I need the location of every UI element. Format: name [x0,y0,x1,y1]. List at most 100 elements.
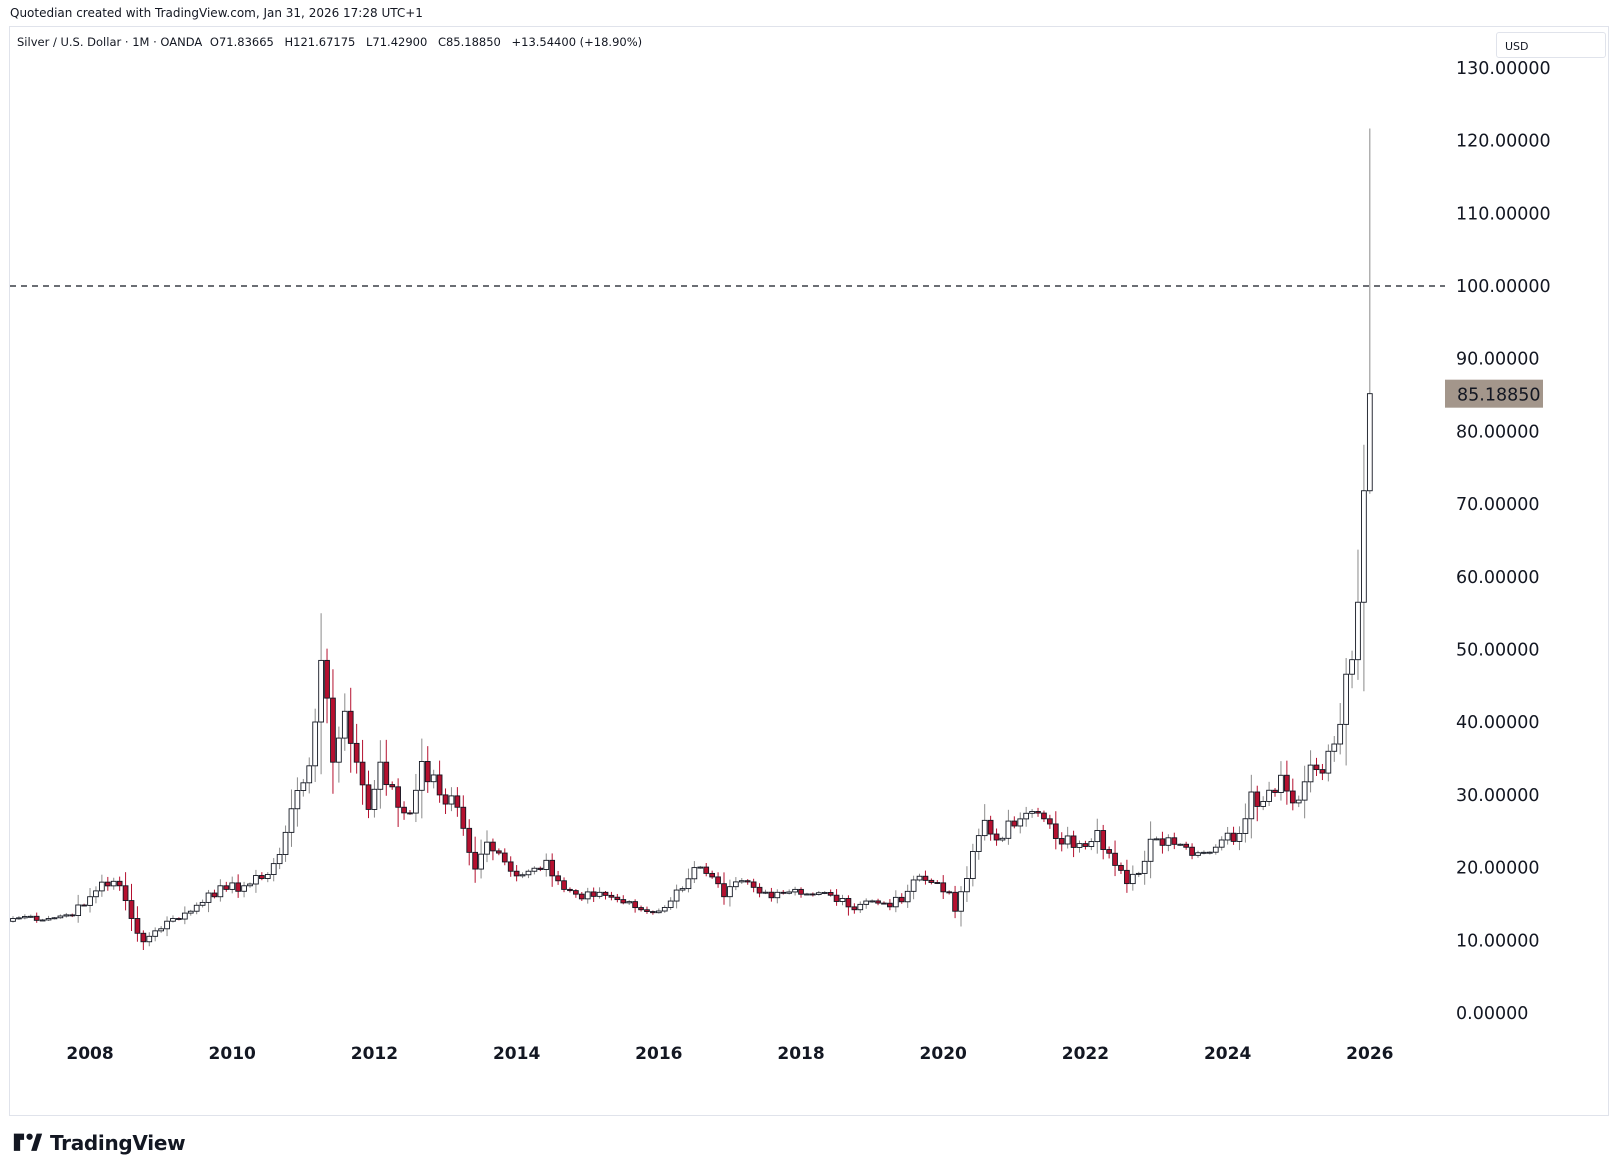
candle-body [910,879,917,892]
candle-body [1118,864,1124,871]
x-tick-label: 2010 [209,1044,256,1064]
candle-body [134,918,141,934]
candle-body [264,874,271,879]
candle-body [152,930,159,937]
candle-body [418,761,425,791]
candle-body [845,898,852,908]
candle-body [863,900,870,905]
candle-body [63,914,70,917]
candle-body [253,875,259,885]
candle-body [330,697,336,763]
candle-body [235,882,242,892]
candle-body [300,782,307,791]
candle-body [371,788,378,810]
candle-body [1248,791,1255,820]
candle-body [1349,659,1355,675]
candle-body [1035,811,1041,814]
candle-body [1005,820,1012,839]
candle-body [573,890,579,895]
candle-body [1047,818,1053,825]
candle-body [413,789,419,814]
candle-body [614,896,621,901]
chart-frame[interactable] [9,26,1609,1116]
x-tick-label: 2018 [777,1044,824,1064]
candle-body [655,910,662,914]
tradingview-brand[interactable]: TradingView [12,1131,186,1155]
candle-body [454,795,461,808]
candle-body [472,851,479,870]
candle-body [484,841,490,855]
candle-body [727,886,733,898]
candle-body [282,831,289,855]
candle-body [39,919,46,922]
candle-body [661,907,668,912]
candle-body [1331,743,1338,752]
candle-body [549,859,556,877]
candle-body [1082,843,1089,847]
candle-body [519,874,526,877]
currency-selector[interactable]: USD [1496,32,1606,58]
x-tick-label: 2008 [66,1044,113,1064]
candle-body [1076,843,1083,848]
candle-body [1319,769,1326,774]
x-tick-label: 2016 [635,1044,682,1064]
candle-body [1272,789,1278,793]
x-tick-label: 2014 [493,1044,540,1064]
tradingview-logo-icon [13,1133,43,1151]
candle-body [1100,830,1107,850]
candle-body [93,890,99,898]
candle-body [176,918,182,920]
candle-body [804,893,810,896]
candle-body [964,878,970,893]
candle-body [1171,837,1178,845]
candle-body [324,659,330,699]
candle-body [478,853,484,870]
candle-body [57,915,64,919]
candle-body [975,835,982,852]
candle-body [1313,764,1320,771]
symbol-legend: Silver / U.S. Dollar · 1M · OANDA O71.83… [17,35,642,49]
candle-body [81,904,87,907]
candle-body [1212,846,1219,853]
candle-body [466,827,473,853]
candle-body [608,894,615,898]
candle-body [104,881,111,887]
y-tick-label: 80.00000 [1456,422,1540,442]
candle-body [276,854,283,865]
candle-body [934,882,941,884]
candle-body [170,918,176,922]
candle-body [1135,872,1142,875]
candle-body [798,888,804,895]
candle-body [407,812,413,815]
candle-body [1295,799,1302,804]
candle-body [596,891,603,897]
candle-body [578,893,585,900]
candle-body [1289,790,1296,804]
candle-body [395,786,401,808]
candle-body [1307,764,1314,783]
candle-body [294,790,301,810]
candle-body [122,885,129,902]
candle-body [750,881,757,888]
candle-body [1106,849,1112,854]
candle-body [110,880,117,887]
candle-body [1254,791,1261,807]
candle-body [164,920,170,930]
x-tick-label: 2024 [1204,1044,1251,1064]
candle-body [187,910,194,914]
y-tick-label: 130.00000 [1456,59,1551,79]
candle-body [810,893,816,896]
candle-body [922,875,929,881]
candle-body [1366,393,1373,492]
candle-body [383,761,390,786]
candle-body [679,888,686,891]
candle-body [833,894,840,902]
candle-body [158,928,164,932]
candle-body [715,876,721,885]
candle-body [733,881,739,888]
candle-body [1094,830,1101,843]
x-tick-label: 2022 [1062,1044,1109,1064]
candle-body [1159,838,1166,846]
candle-body [1147,838,1154,862]
